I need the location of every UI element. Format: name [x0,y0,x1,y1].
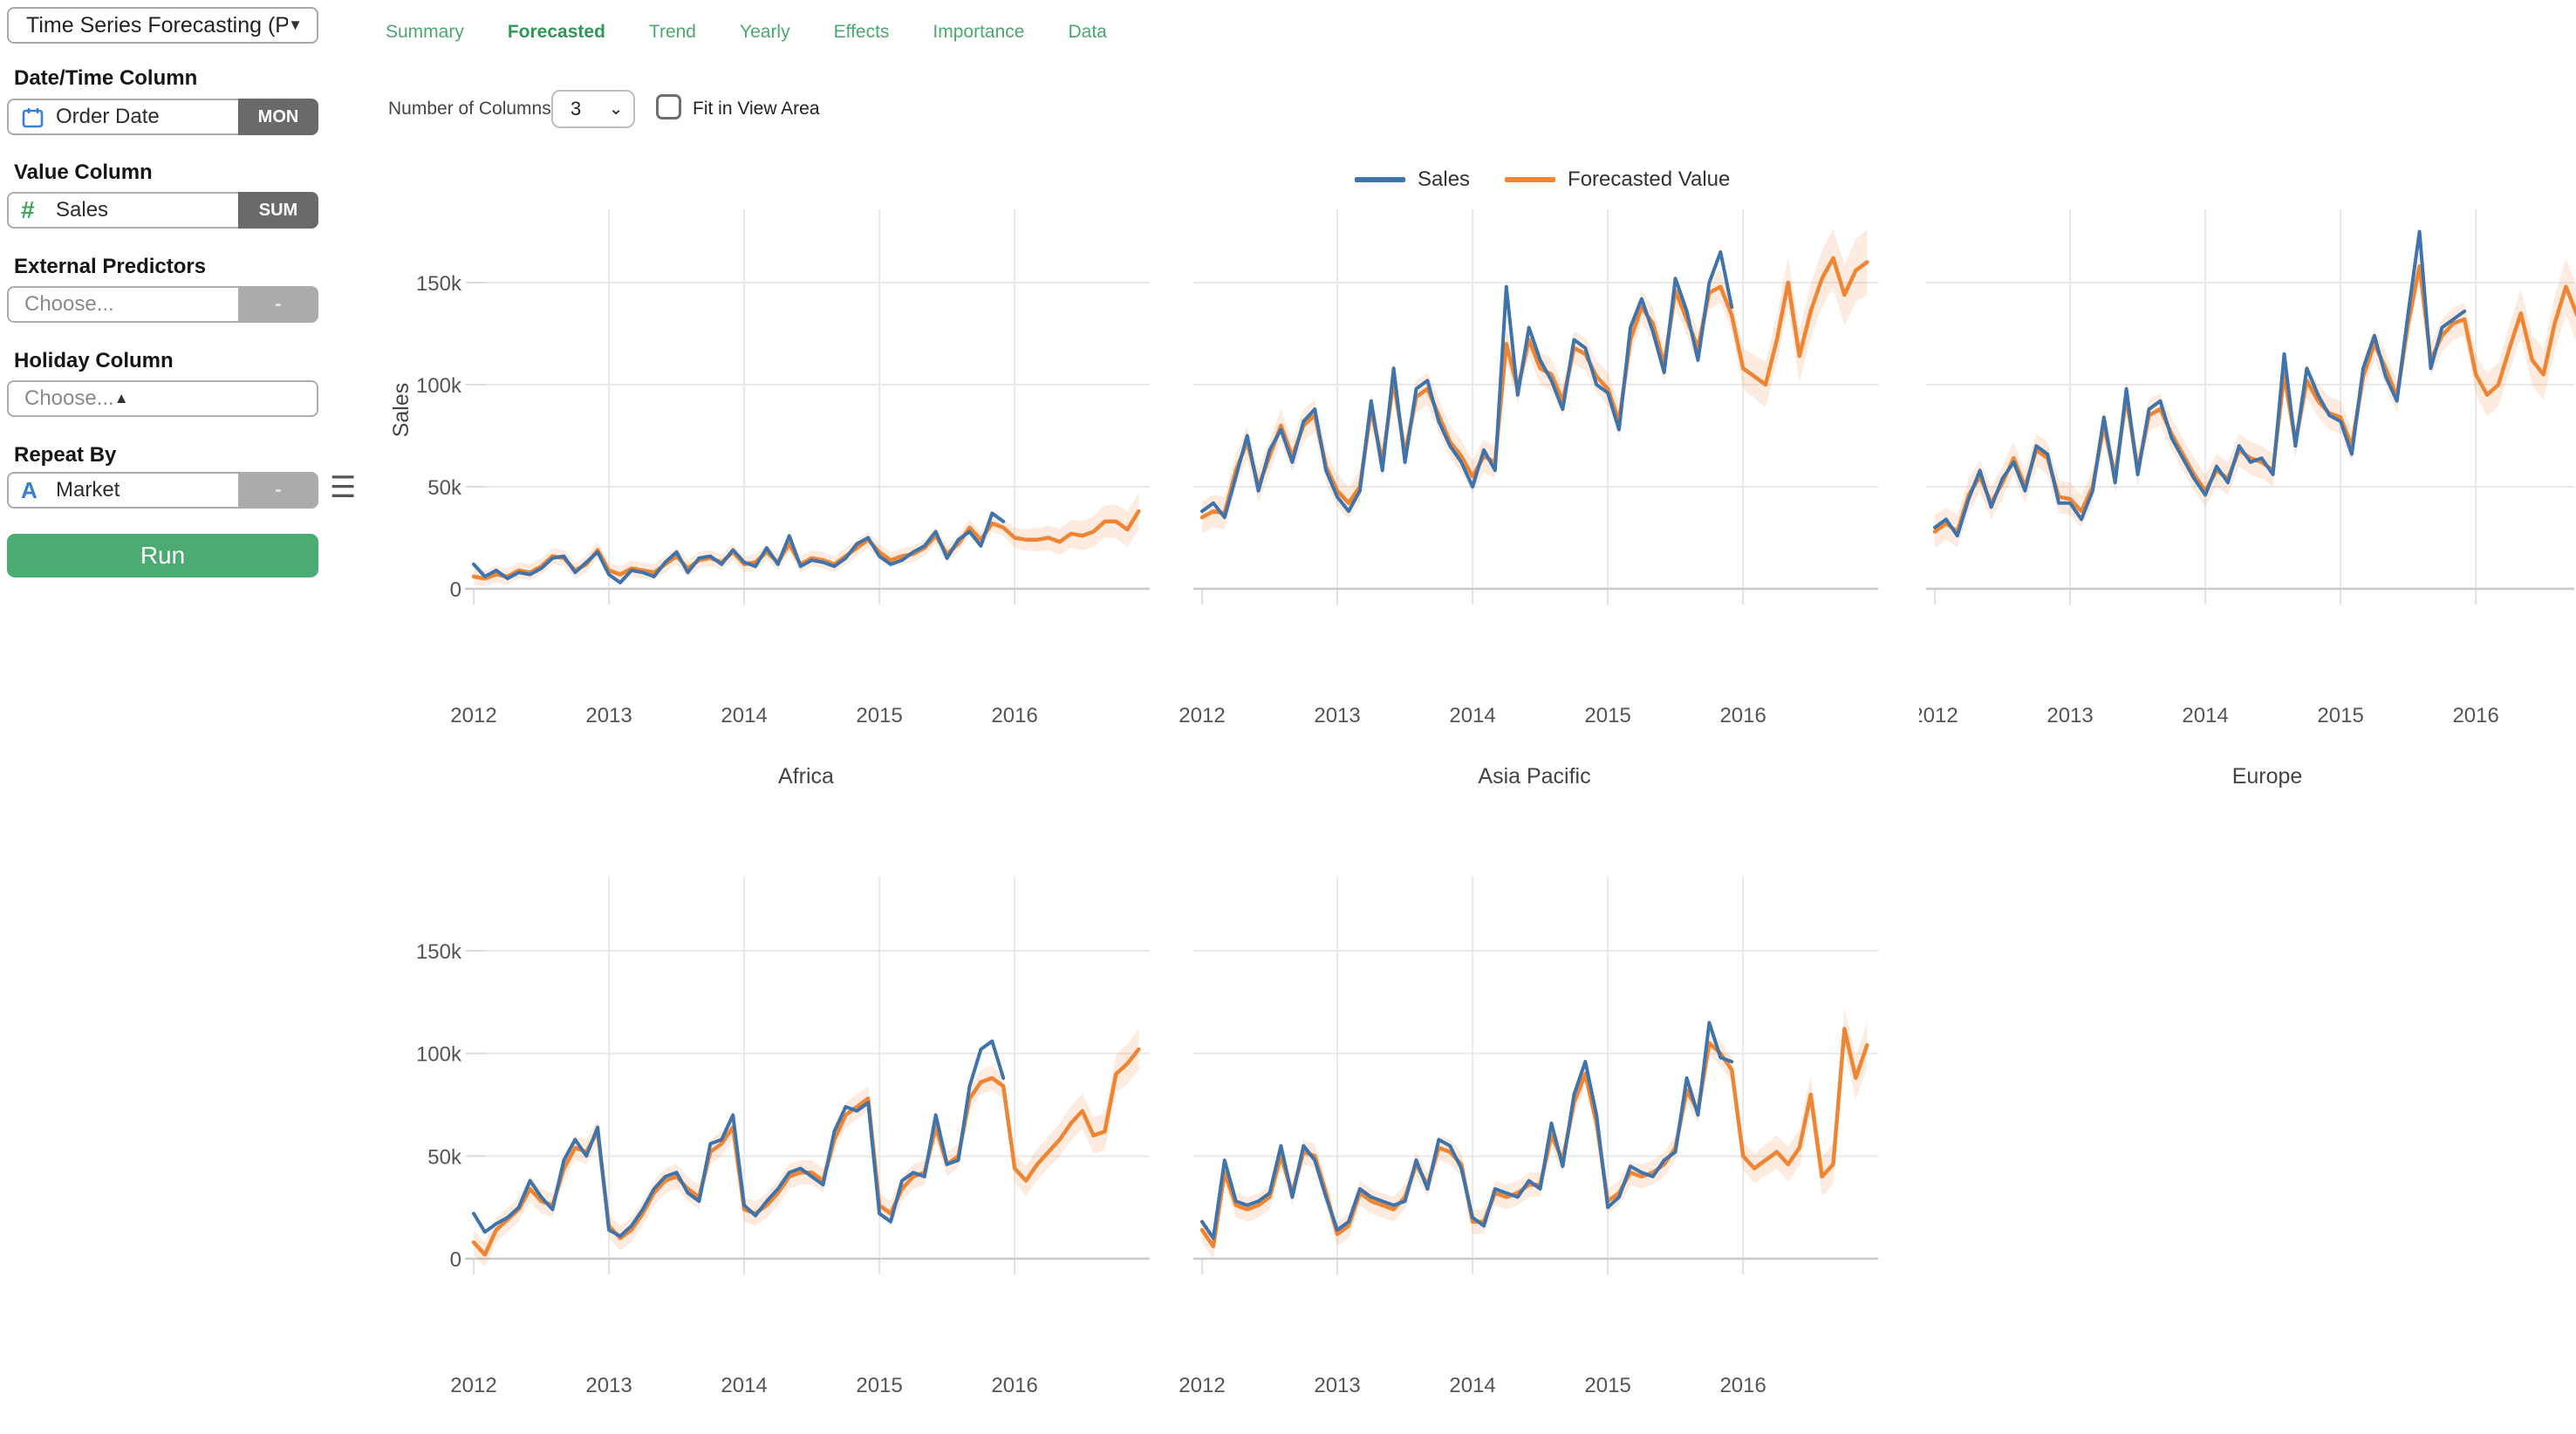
x-tick-label: 2016 [2452,704,2498,727]
x-tick-label: 2014 [721,704,767,727]
analysis-type-select[interactable]: Time Series Forecasting (P... ▼ [7,7,318,44]
x-tick-label: 2016 [1719,704,1766,727]
y-tick-label: 0 [450,1248,461,1272]
tab-importance[interactable]: Importance [933,22,1025,42]
y-tick-label: 100k [416,1043,462,1067]
panel-title: Asia Pacific [1478,764,1590,789]
x-tick-label: 2016 [991,704,1037,727]
analysis-type-value: Time Series Forecasting (P... [26,12,289,38]
forecasted-line-swatch [1505,177,1556,182]
x-tick-label: 2015 [2317,704,2363,727]
y-tick-label: 50k [427,1145,462,1169]
value-column-label: Value Column [14,160,153,184]
forecast-chart-europe[interactable]: 2012 2013 2014 2015 2016 Europe [1919,192,2576,816]
x-tick-label: 2013 [1314,1374,1360,1397]
date-aggregation-button[interactable]: MON [238,99,318,135]
forecast-chart-africa[interactable]: 0 50k 100k 150k 2012 2013 2014 2015 2016 Sales Afr… [384,192,1169,816]
repeat-by-label: Repeat By [14,443,117,467]
y-tick-label: 150k [416,940,462,964]
y-tick-label: 100k [416,374,462,398]
tab-summary[interactable]: Summary [386,22,464,42]
x-tick-label: 2013 [1314,704,1360,727]
value-aggregation-button[interactable]: SUM [238,192,318,229]
sidebar: Time Series Forecasting (P... ▼ Date/Tim… [0,0,371,1434]
x-tick-label: 2014 [1449,1374,1495,1397]
forecast-chart-asia-pacific[interactable]: 2012 2013 2014 2015 2016 Asia Pacific [1169,192,1919,816]
date-time-column-label: Date/Time Column [14,66,198,90]
x-tick-label: 2012 [450,1374,496,1397]
holiday-column-label: Holiday Column [14,349,174,372]
value-column-field[interactable]: # Sales SUM [7,192,318,229]
x-tick-label: 2014 [1449,704,1495,727]
panel-title: Africa [778,764,834,789]
x-tick-label: 2012 [450,704,496,727]
external-predictors-placeholder: Choose... [7,286,238,323]
fit-in-view-area-label: Fit in View Area [693,99,820,119]
y-tick-label: 150k [416,272,462,296]
forecast-chart-panel-4[interactable]: 0 50k 100k 150k 2012 2013 2014 2015 2016 [384,864,1169,1434]
panel-title: Europe [2232,764,2303,789]
run-button[interactable]: Run [7,534,318,577]
x-tick-label: 2014 [2182,704,2228,727]
holiday-column-placeholder: Choose... [24,386,114,410]
forecast-chart-panel-5[interactable]: 2012 2013 2014 2015 2016 [1169,864,1919,1434]
external-predictors-label: External Predictors [14,255,207,278]
chevron-down-icon: ▼ [288,17,303,33]
x-tick-label: 2013 [585,1374,632,1397]
number-of-columns-value: 3 [571,98,582,120]
numeric-hash-icon: # [21,196,35,223]
x-tick-label: 2016 [991,1374,1037,1397]
fit-in-view-area-checkbox[interactable] [656,94,681,120]
tab-yearly[interactable]: Yearly [740,22,790,42]
legend-item-forecasted-value[interactable]: Forecasted Value [1505,167,1730,192]
date-time-column-field[interactable]: Order Date MON [7,99,318,135]
x-tick-label: 2012 [1179,1374,1225,1397]
result-tabs: Summary Forecasted Trend Yearly Effects … [386,22,1107,43]
chevron-down-icon: ⌄ [609,99,623,119]
value-column-value: Sales [56,198,109,222]
x-tick-label: 2013 [2046,704,2093,727]
holiday-column-select[interactable]: Choose... ▲ [7,380,318,417]
legend-label-sales: Sales [1418,167,1471,191]
date-time-column-value: Order Date [56,105,160,128]
legend-label-forecasted-value: Forecasted Value [1568,167,1731,191]
y-tick-label: 0 [450,578,461,602]
x-tick-label: 2012 [1919,704,1958,727]
x-tick-label: 2015 [856,704,902,727]
tab-data[interactable]: Data [1068,22,1107,42]
x-tick-label: 2015 [856,1374,902,1397]
chevron-up-icon: ▲ [113,390,129,406]
tab-trend[interactable]: Trend [648,22,696,42]
calendar-icon [21,106,56,129]
menu-icon[interactable]: ☰ [330,471,357,504]
external-predictors-field[interactable]: Choose... - [7,286,318,323]
legend-item-sales[interactable]: Sales [1355,167,1470,192]
tab-forecasted[interactable]: Forecasted [507,22,605,42]
x-tick-label: 2013 [585,704,632,727]
number-of-columns-select[interactable]: 3 ⌄ [551,90,635,128]
chart-legend: Sales Forecasted Value [1355,167,1730,192]
repeat-by-value: Market [56,478,120,502]
external-predictors-suffix-button[interactable]: - [238,286,318,323]
y-tick-label: 50k [427,476,462,500]
x-tick-label: 2014 [721,1374,767,1397]
x-tick-label: 2012 [1179,704,1225,727]
x-tick-label: 2016 [1719,1374,1766,1397]
number-of-columns-label: Number of Columns: [388,99,557,119]
tab-effects[interactable]: Effects [833,22,890,42]
repeat-by-suffix-button[interactable]: - [238,472,318,509]
x-tick-label: 2015 [1584,1374,1630,1397]
text-column-icon: A [21,476,38,503]
y-axis-title: Sales [389,383,413,438]
repeat-by-field[interactable]: A Market - [7,472,318,509]
x-tick-label: 2015 [1584,704,1630,727]
sales-line-swatch [1355,177,1405,182]
